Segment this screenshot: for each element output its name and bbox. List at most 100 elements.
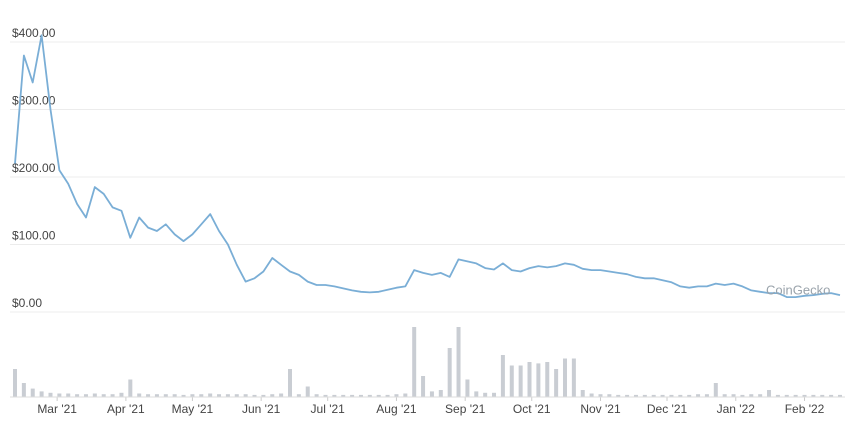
y-tick-label: $100.00 xyxy=(12,229,56,243)
volume-bar xyxy=(784,394,789,397)
volume-bar xyxy=(243,394,248,397)
volume-bar xyxy=(518,365,523,397)
x-tick-label: Jan '22 xyxy=(717,402,756,416)
y-tick-label: $0.00 xyxy=(12,296,42,310)
volume-bar xyxy=(367,394,372,397)
x-tick-label: Feb '22 xyxy=(785,402,825,416)
volume-bar xyxy=(820,394,825,397)
volume-bar xyxy=(225,394,230,397)
volume-bar xyxy=(509,365,514,397)
volume-bar xyxy=(740,394,745,397)
volume-bar xyxy=(527,362,532,397)
volume-bar xyxy=(429,391,434,397)
volume-bar xyxy=(651,394,656,397)
x-tick-label: Jul '21 xyxy=(311,402,346,416)
volume-bar xyxy=(616,394,621,397)
volume-bar xyxy=(545,362,550,397)
volume-bar xyxy=(802,394,807,397)
volume-bar xyxy=(758,394,763,397)
price-line xyxy=(14,34,841,298)
volume-bar xyxy=(474,391,479,397)
volume-bar xyxy=(412,327,417,397)
x-tick-label: Oct '21 xyxy=(513,402,551,416)
volume-bar xyxy=(749,394,754,397)
volume-bar xyxy=(421,376,426,397)
volume-bar xyxy=(75,394,80,397)
volume-bar xyxy=(21,383,26,397)
volume-bar xyxy=(678,394,683,397)
volume-bar xyxy=(554,369,559,397)
volume-bar xyxy=(30,388,35,397)
volume-bar xyxy=(403,393,408,397)
y-tick-label: $300.00 xyxy=(12,94,56,108)
volume-bar xyxy=(775,394,780,397)
volume-bar xyxy=(66,393,71,397)
volume-bar xyxy=(261,394,266,397)
volume-bar xyxy=(13,369,17,397)
volume-bar xyxy=(234,394,239,397)
volume-bar xyxy=(633,394,638,397)
volume-bar xyxy=(704,394,709,397)
volume-bar xyxy=(358,394,363,397)
volume-bar xyxy=(350,394,355,397)
volume-bar xyxy=(252,394,257,397)
volume-bar xyxy=(838,394,842,397)
volume-bar xyxy=(731,394,736,397)
volume-bar xyxy=(190,394,195,397)
volume-bar xyxy=(483,392,488,397)
volume-bar xyxy=(713,383,718,397)
volume-bar xyxy=(465,379,470,397)
volume-bar xyxy=(607,394,612,397)
volume-bar xyxy=(793,394,798,397)
volume-bar xyxy=(571,358,576,397)
volume-bar xyxy=(137,393,142,397)
volume-bar xyxy=(447,348,452,397)
volume-bar xyxy=(163,394,168,397)
volume-bar xyxy=(385,394,390,397)
volume-bar xyxy=(323,394,328,397)
volume-bar xyxy=(128,379,133,397)
x-tick-label: Mar '21 xyxy=(37,402,77,416)
volume-bar xyxy=(217,394,222,397)
volume-bar xyxy=(199,394,204,397)
volume-bar xyxy=(767,390,772,397)
volume-bar xyxy=(110,394,115,397)
volume-bar xyxy=(270,394,275,397)
x-tick-label: Dec '21 xyxy=(647,402,688,416)
x-tick-label: Aug '21 xyxy=(376,402,417,416)
watermark: CoinGecko xyxy=(766,282,830,297)
volume-bar xyxy=(687,394,692,397)
volume-bar xyxy=(376,394,381,397)
volume-bar xyxy=(146,394,151,397)
volume-bar xyxy=(660,394,665,397)
volume-bar xyxy=(57,393,62,397)
volume-bar xyxy=(279,393,284,397)
volume-bar xyxy=(154,394,159,397)
volume-bar xyxy=(642,394,647,397)
volume-bar xyxy=(332,394,337,397)
volume-bar xyxy=(438,390,443,397)
x-tick-label: Sep '21 xyxy=(445,402,486,416)
x-tick-label: Apr '21 xyxy=(107,402,145,416)
volume-bar xyxy=(119,392,124,397)
volume-bar xyxy=(83,394,88,397)
volume-bar xyxy=(829,394,834,397)
y-tick-label: $400.00 xyxy=(12,26,56,40)
volume-bar xyxy=(598,394,603,397)
volume-bar xyxy=(669,394,674,397)
volume-bar xyxy=(536,363,541,397)
volume-bar xyxy=(39,391,44,397)
volume-bar xyxy=(811,394,816,397)
volume-bar xyxy=(48,392,53,397)
volume-bar xyxy=(563,358,567,397)
volume-bar xyxy=(625,394,630,397)
volume-bar xyxy=(305,386,310,397)
volume-bar xyxy=(580,390,585,397)
volume-bar xyxy=(456,327,461,397)
volume-bar xyxy=(92,393,97,397)
x-tick-label: Jun '21 xyxy=(242,402,281,416)
volume-bar xyxy=(500,355,505,397)
volume-bar xyxy=(341,394,346,397)
